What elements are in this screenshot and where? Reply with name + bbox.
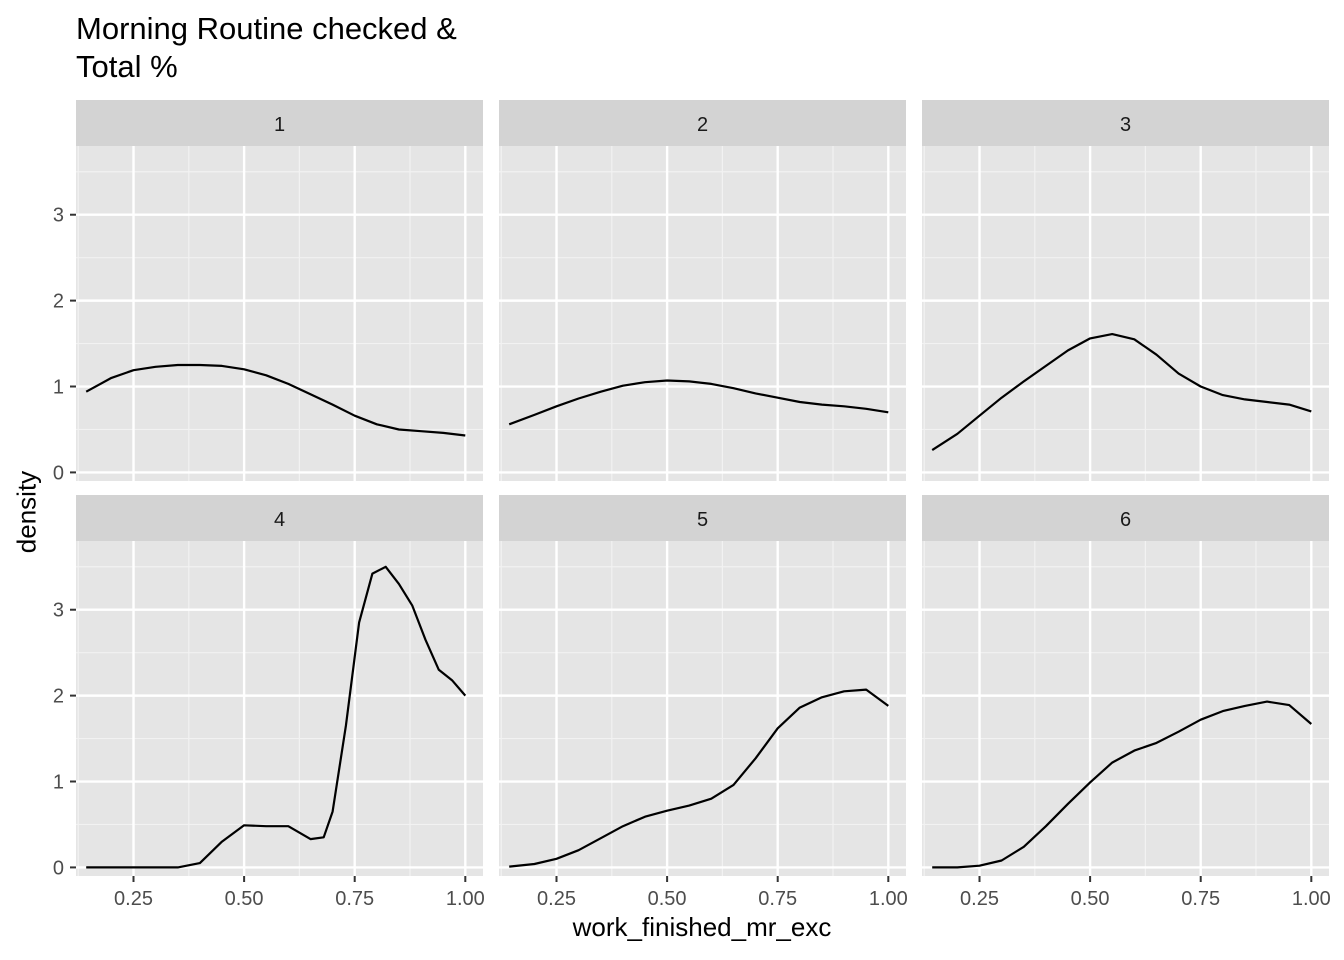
x-tick-label: 0.25	[114, 888, 153, 910]
facet-strip	[922, 100, 1329, 146]
panel-background	[499, 146, 906, 481]
density-line	[932, 700, 1313, 869]
x-tick-label: 0.25	[537, 888, 576, 910]
facet-strip	[76, 100, 483, 146]
x-tick-label: 0.50	[225, 888, 264, 910]
panel-background	[76, 146, 483, 481]
facet-strip	[499, 100, 906, 146]
facet-strip-label: 4	[274, 509, 285, 531]
density-line	[931, 333, 1312, 452]
x-tick-label: 1.00	[869, 888, 908, 910]
y-tick-label: 2	[53, 686, 64, 708]
facet-strip-label: 5	[697, 509, 708, 531]
y-tick-label: 3	[53, 600, 64, 622]
x-tick-label: 0.75	[758, 888, 797, 910]
x-tick-label: 0.50	[648, 888, 687, 910]
y-tick-label: 1	[53, 772, 64, 794]
facet-panel-4: 4 0 1 2 3 0.25 0.50 0.75 1.00	[53, 495, 485, 910]
y-axis-label: density	[11, 470, 42, 554]
x-tick-label: 1.00	[446, 888, 485, 910]
x-tick-label: 0.25	[960, 888, 999, 910]
x-tick-label: 0.50	[1071, 888, 1110, 910]
facet-panel-6: 6 0.25 0.50 0.75 1.00	[922, 495, 1331, 910]
density-line	[86, 565, 467, 869]
panel-background	[922, 541, 1329, 876]
x-tick-label: 0.75	[1181, 888, 1220, 910]
panel-background	[76, 541, 483, 876]
y-tick-label: 1	[53, 377, 64, 399]
facet-strip-label: 1	[274, 114, 285, 136]
y-tick-label: 3	[53, 205, 64, 227]
panel-background	[922, 146, 1329, 481]
facet-strip-label: 2	[697, 114, 708, 136]
facet-panel-2: 2	[499, 100, 906, 481]
chart-title-line-1: Morning Routine checked &	[76, 11, 457, 46]
facet-panel-5: 5 0.25 0.50 0.75 1.00	[499, 495, 908, 910]
facet-strip	[499, 495, 906, 541]
y-tick-label: 0	[53, 857, 64, 879]
facet-panel-1: 1 0 1 2 3	[53, 100, 483, 484]
facet-strip	[76, 495, 483, 541]
x-tick-label: 0.75	[335, 888, 374, 910]
facet-strip-label: 3	[1120, 114, 1131, 136]
y-tick-label: 0	[53, 462, 64, 484]
panel-background	[499, 541, 906, 876]
density-line	[85, 363, 466, 437]
chart-title: Morning Routine checked & Total %	[76, 10, 457, 86]
x-axis-label: work_finished_mr_exc	[572, 912, 832, 942]
density-line	[508, 379, 889, 426]
x-tick-label: 1.00	[1292, 888, 1331, 910]
density-line	[509, 688, 889, 868]
facet-panel-3: 3	[922, 100, 1329, 481]
chart-title-line-2: Total %	[76, 49, 178, 84]
facet-strip	[922, 495, 1329, 541]
y-tick-label: 2	[53, 291, 64, 313]
facet-strip-label: 6	[1120, 509, 1131, 531]
